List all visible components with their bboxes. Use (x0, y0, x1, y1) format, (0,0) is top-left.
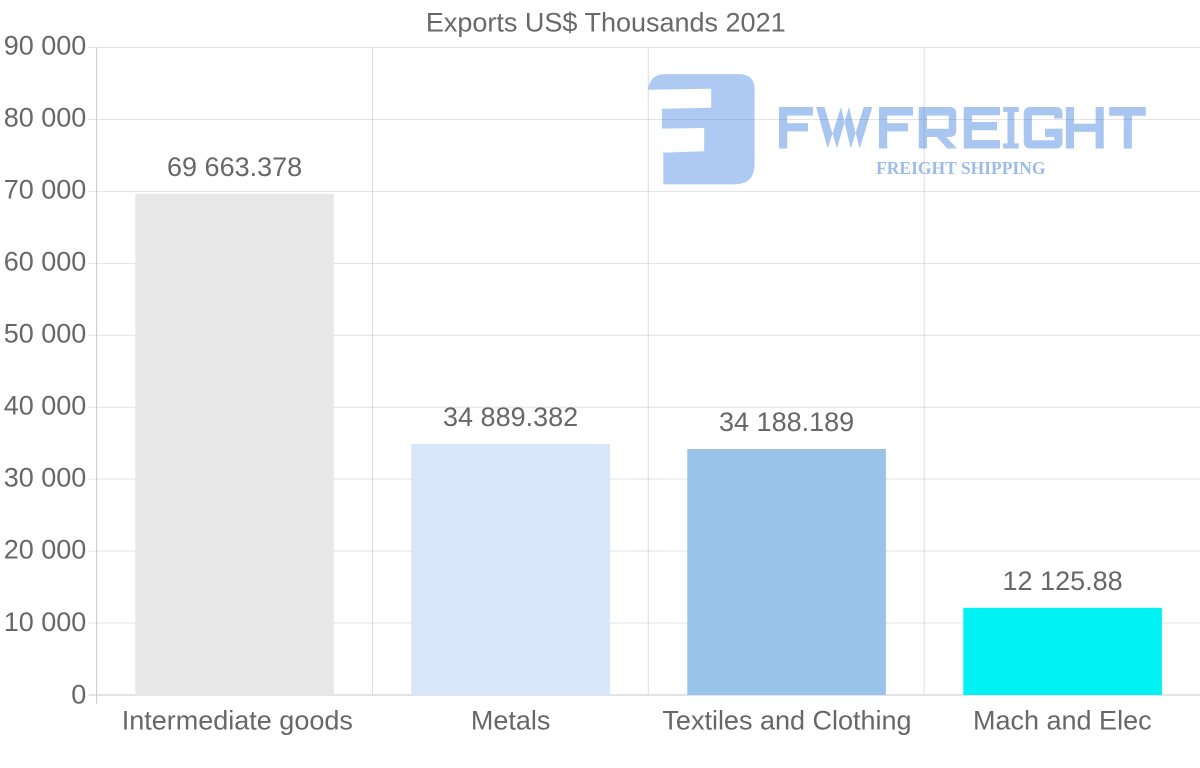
svg-text:60 000: 60 000 (4, 247, 87, 277)
svg-text:34 188.189: 34 188.189 (719, 407, 854, 437)
svg-text:Metals: Metals (471, 706, 551, 736)
svg-text:Exports US$ Thousands 2021: Exports US$ Thousands 2021 (426, 7, 786, 37)
svg-text:Mach and Elec: Mach and Elec (973, 706, 1152, 736)
svg-text:70 000: 70 000 (4, 175, 87, 205)
svg-text:20 000: 20 000 (4, 534, 87, 564)
svg-text:Textiles and Clothing: Textiles and Clothing (662, 706, 911, 736)
svg-text:34 889.382: 34 889.382 (443, 402, 578, 432)
svg-text:40 000: 40 000 (4, 390, 87, 420)
svg-text:10 000: 10 000 (4, 607, 87, 637)
svg-text:12 125.88: 12 125.88 (1003, 566, 1123, 596)
svg-text:50 000: 50 000 (4, 319, 87, 349)
svg-text:0: 0 (71, 680, 86, 710)
svg-text:FREIGHT SHIPPING: FREIGHT SHIPPING (876, 158, 1046, 178)
svg-text:69 663.378: 69 663.378 (167, 152, 302, 182)
svg-text:Intermediate goods: Intermediate goods (122, 706, 353, 736)
svg-text:80 000: 80 000 (4, 103, 87, 133)
svg-text:30 000: 30 000 (4, 462, 87, 492)
svg-text:90 000: 90 000 (4, 31, 87, 61)
